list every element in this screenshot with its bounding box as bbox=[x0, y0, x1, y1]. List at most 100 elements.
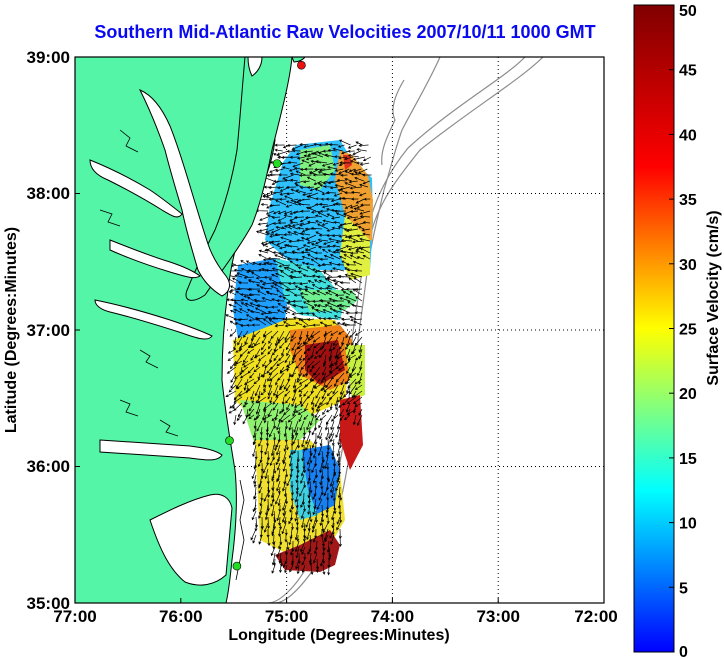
velocity-arrow bbox=[297, 202, 311, 206]
velocity-arrow bbox=[234, 301, 243, 308]
velocity-arrow bbox=[343, 254, 353, 260]
velocity-arrow bbox=[312, 492, 317, 500]
velocity-arrow bbox=[323, 324, 333, 328]
velocity-arrow bbox=[331, 299, 344, 303]
y-tick-label: 36:00 bbox=[27, 457, 70, 476]
velocity-arrow bbox=[292, 408, 297, 417]
velocity-arrow bbox=[279, 197, 287, 201]
velocity-arrow bbox=[270, 305, 279, 309]
velocity-arrow bbox=[292, 162, 304, 168]
y-tick-label: 39:00 bbox=[27, 48, 70, 67]
velocity-arrow bbox=[306, 220, 317, 224]
velocity-arrow bbox=[283, 408, 291, 416]
velocity-arrow bbox=[229, 288, 243, 292]
velocity-arrow bbox=[316, 402, 327, 409]
velocity-arrow bbox=[244, 396, 249, 405]
y-tick-label: 38:00 bbox=[27, 184, 70, 203]
velocity-arrow bbox=[312, 504, 317, 516]
velocity-arrow bbox=[283, 210, 293, 215]
velocity-arrow bbox=[289, 220, 299, 224]
velocity-arrow bbox=[354, 176, 364, 182]
velocity-arrow bbox=[267, 486, 271, 499]
velocity-arrow bbox=[325, 197, 335, 201]
velocity-arrow bbox=[328, 261, 339, 266]
velocity-arrow bbox=[288, 450, 293, 459]
velocity-arrow bbox=[326, 516, 330, 525]
velocity-arrow bbox=[295, 189, 307, 194]
velocity-arrow bbox=[316, 290, 327, 296]
velocity-arrow bbox=[341, 317, 351, 321]
velocity-arrow bbox=[243, 276, 255, 280]
velocity-arrow bbox=[356, 204, 365, 209]
velocity-arrow bbox=[300, 292, 309, 296]
velocity-arrow bbox=[314, 546, 318, 555]
velocity-arrow bbox=[290, 336, 297, 342]
velocity-arrow bbox=[331, 226, 341, 230]
velocity-arrow bbox=[247, 366, 255, 374]
velocity-arrow bbox=[233, 360, 243, 366]
velocity-arrow bbox=[326, 244, 335, 248]
station-markers bbox=[225, 60, 306, 571]
velocity-arrow bbox=[263, 492, 269, 502]
velocity-arrow bbox=[266, 366, 273, 374]
velocity-arrow bbox=[319, 516, 323, 527]
velocity-arrow bbox=[271, 564, 276, 574]
velocity-arrow bbox=[288, 240, 299, 244]
velocity-arrow bbox=[257, 396, 267, 404]
velocity-arrow bbox=[314, 396, 321, 408]
velocity-arrow bbox=[289, 260, 297, 266]
velocity-arrow bbox=[259, 216, 269, 221]
x-tick-label: 75:00 bbox=[265, 607, 308, 626]
velocity-arrow bbox=[285, 342, 291, 351]
velocity-arrow bbox=[317, 304, 327, 308]
velocity-arrow bbox=[291, 144, 303, 150]
velocity-arrow bbox=[317, 444, 323, 457]
velocity-arrow bbox=[248, 408, 255, 417]
velocity-arrow bbox=[258, 262, 267, 266]
velocity-arrow bbox=[284, 317, 297, 321]
colorbar-tick-label: 10 bbox=[679, 516, 697, 533]
velocity-arrow bbox=[350, 251, 359, 255]
velocity-arrow bbox=[339, 390, 345, 400]
velocity-arrow bbox=[285, 204, 293, 208]
velocity-arrow bbox=[340, 173, 348, 177]
velocity-arrow bbox=[286, 266, 297, 272]
velocity-arrow bbox=[271, 348, 279, 356]
velocity-arrow bbox=[294, 528, 299, 541]
velocity-arrow bbox=[295, 546, 300, 559]
velocity-arrow bbox=[352, 156, 365, 161]
velocity-arrow bbox=[233, 336, 237, 344]
velocity-arrow bbox=[318, 143, 327, 147]
velocity-arrow bbox=[239, 308, 249, 314]
velocity-arrow bbox=[291, 396, 297, 408]
velocity-arrow bbox=[307, 354, 315, 361]
velocity-arrow bbox=[276, 474, 281, 483]
velocity-arrow bbox=[260, 286, 273, 290]
velocity-arrow bbox=[322, 317, 333, 321]
velocity-arrow bbox=[345, 296, 357, 302]
velocity-arrow bbox=[306, 240, 317, 245]
velocity-arrow bbox=[356, 414, 363, 426]
velocity-arrow bbox=[306, 456, 311, 466]
velocity-arrow bbox=[267, 384, 273, 396]
velocity-arrow bbox=[279, 186, 291, 192]
velocity-arrow bbox=[348, 180, 358, 184]
velocity-arrow bbox=[258, 268, 267, 272]
velocity-arrow bbox=[321, 262, 333, 266]
velocity-arrow bbox=[268, 366, 279, 376]
velocity-arrow bbox=[297, 438, 301, 449]
velocity-arrow bbox=[339, 296, 351, 302]
velocity-arrow bbox=[284, 534, 288, 543]
velocity-arrow bbox=[354, 378, 363, 385]
velocity-arrow bbox=[300, 468, 305, 477]
velocity-arrow bbox=[239, 372, 249, 379]
velocity-arrow bbox=[252, 426, 257, 439]
velocity-arrow bbox=[352, 260, 363, 266]
velocity-arrow bbox=[284, 528, 288, 536]
velocity-arrow bbox=[330, 372, 339, 380]
velocity-arrow bbox=[270, 228, 281, 234]
velocity-arrow bbox=[268, 241, 281, 248]
velocity-arrow bbox=[298, 318, 309, 326]
velocity-arrow bbox=[327, 316, 339, 320]
velocity-arrow bbox=[268, 197, 281, 201]
